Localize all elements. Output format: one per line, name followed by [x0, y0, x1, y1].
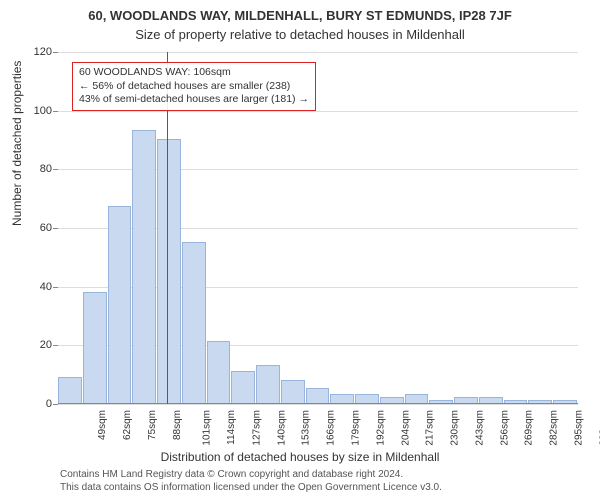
footer-line2: This data contains OS information licens…: [60, 481, 442, 494]
histogram-bar: [83, 292, 107, 403]
xtick-label: 75sqm: [147, 410, 158, 440]
xtick-label: 179sqm: [351, 410, 362, 446]
histogram-bar: [528, 400, 552, 403]
page-subtitle: Size of property relative to detached ho…: [0, 23, 600, 42]
ytick-label: 60: [40, 222, 52, 234]
ytick-mark: [53, 404, 58, 405]
histogram-bar: [429, 400, 453, 403]
ytick-label: 80: [40, 163, 52, 175]
histogram-bar: [355, 394, 379, 403]
histogram-bar: [405, 394, 429, 403]
ytick-mark: [53, 345, 58, 346]
xtick-label: 192sqm: [375, 410, 386, 446]
page-title-address: 60, WOODLANDS WAY, MILDENHALL, BURY ST E…: [0, 0, 600, 23]
xtick-label: 295sqm: [573, 410, 584, 446]
xtick-label: 140sqm: [276, 410, 287, 446]
ytick-mark: [53, 111, 58, 112]
histogram-bar: [504, 400, 528, 403]
y-axis-label: Number of detached properties: [10, 61, 24, 226]
histogram-bar: [108, 206, 132, 403]
xtick-label: 282sqm: [549, 410, 560, 446]
xtick-label: 217sqm: [425, 410, 436, 446]
xtick-label: 153sqm: [301, 410, 312, 446]
histogram-bar: [58, 377, 82, 403]
annotation-box: 60 WOODLANDS WAY: 106sqm← 56% of detache…: [72, 62, 316, 111]
ytick-label: 0: [46, 398, 52, 410]
histogram-bar: [157, 139, 181, 403]
ytick-mark: [53, 228, 58, 229]
ytick-label: 40: [40, 281, 52, 293]
histogram-bar: [182, 242, 206, 403]
ytick-mark: [53, 287, 58, 288]
histogram-bar: [281, 380, 305, 403]
gridline: [58, 404, 578, 405]
ytick-label: 120: [34, 46, 52, 58]
x-axis-label: Distribution of detached houses by size …: [0, 450, 600, 464]
xtick-label: 88sqm: [172, 410, 183, 440]
ytick-label: 20: [40, 339, 52, 351]
histogram-bar: [132, 130, 156, 403]
xtick-label: 127sqm: [252, 410, 263, 446]
xtick-label: 49sqm: [97, 410, 108, 440]
xtick-label: 243sqm: [474, 410, 485, 446]
histogram-bar: [454, 397, 478, 403]
histogram-bar: [380, 397, 404, 403]
annotation-line: 60 WOODLANDS WAY: 106sqm: [79, 66, 309, 80]
gridline: [58, 52, 578, 53]
histogram-bar: [553, 400, 577, 403]
histogram-bar: [330, 394, 354, 403]
annotation-line: ← 56% of detached houses are smaller (23…: [79, 80, 309, 94]
xtick-label: 230sqm: [450, 410, 461, 446]
histogram-bar: [256, 365, 280, 403]
histogram-bar: [231, 371, 255, 403]
footer-attribution: Contains HM Land Registry data © Crown c…: [60, 468, 442, 494]
xtick-label: 166sqm: [326, 410, 337, 446]
xtick-label: 62sqm: [122, 410, 133, 440]
ytick-mark: [53, 169, 58, 170]
histogram-bar: [306, 388, 330, 403]
histogram-bar: [479, 397, 503, 403]
annotation-line: 43% of semi-detached houses are larger (…: [79, 93, 309, 107]
xtick-label: 114sqm: [226, 410, 237, 445]
histogram-bar: [207, 341, 231, 403]
ytick-mark: [53, 52, 58, 53]
ytick-label: 100: [34, 105, 52, 117]
xtick-label: 256sqm: [499, 410, 510, 446]
footer-line1: Contains HM Land Registry data © Crown c…: [60, 468, 442, 481]
xtick-label: 269sqm: [524, 410, 535, 446]
xtick-label: 101sqm: [202, 410, 213, 446]
xtick-label: 204sqm: [400, 410, 411, 446]
